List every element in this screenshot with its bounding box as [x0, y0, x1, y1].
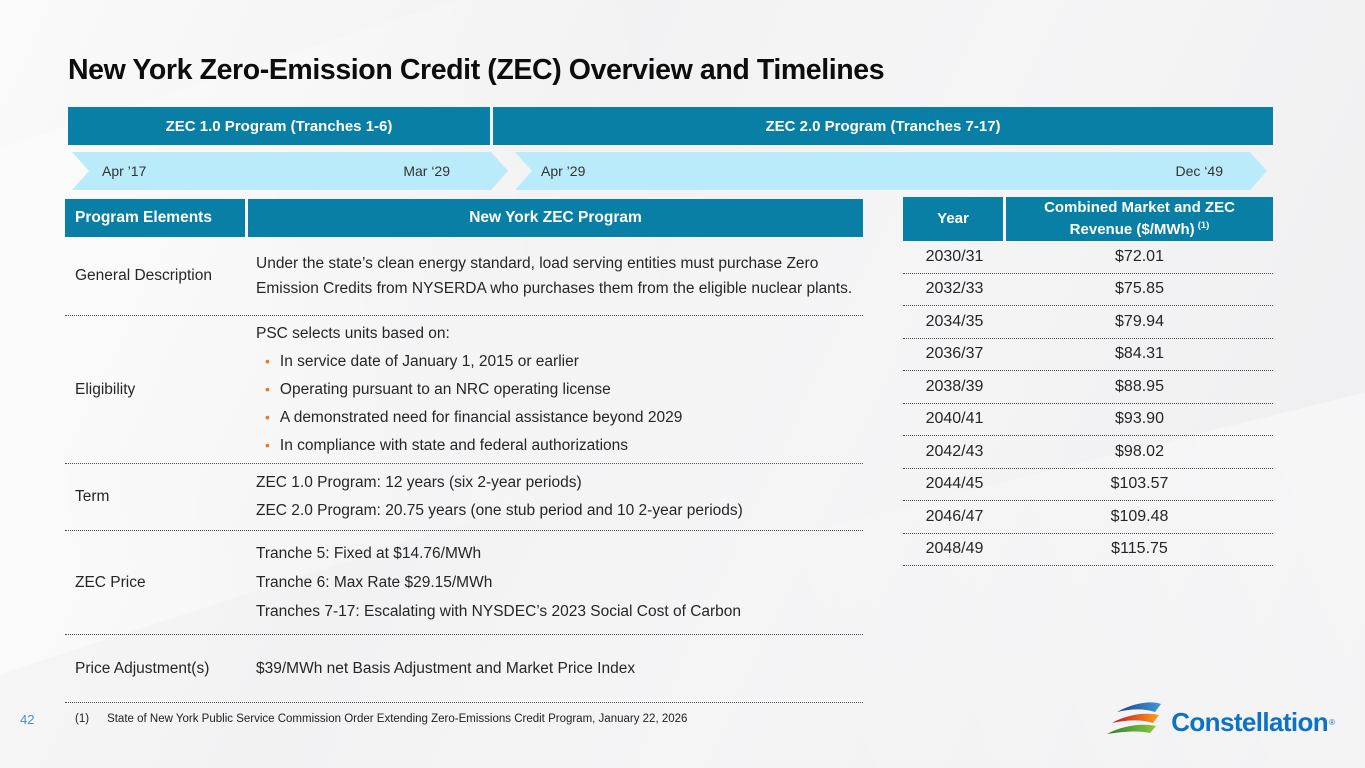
table-row-general-description: General Description Under the state’s cl…: [65, 237, 863, 316]
eligibility-intro: PSC selects units based on:: [256, 325, 450, 342]
timeline-band-zec2: Apr ’29 Dec ‘49: [515, 152, 1267, 190]
table-row-eligibility: Eligibility PSC selects units based on: …: [65, 316, 863, 464]
year-cell: 2032/33: [925, 280, 984, 298]
bullet-text: Operating pursuant to an NRC operating l…: [279, 381, 611, 398]
year-cell: 2034/35: [925, 312, 984, 330]
row-text: Under the state’s clean energy standard,…: [256, 255, 853, 297]
table-row: 2046/47 $109.48: [903, 501, 1273, 534]
list-item: • A demonstrated need for financial assi…: [256, 405, 855, 430]
value-cell: $103.57: [1110, 475, 1169, 493]
row-text-line: ZEC 2.0 Program: 20.75 years (one stub p…: [256, 502, 743, 519]
value-cell: $72.01: [1115, 247, 1164, 265]
bullet-icon: •: [265, 353, 270, 369]
bullet-icon: •: [265, 437, 270, 453]
timeline-band-zec1: Apr ’17 Mar ‘29: [72, 152, 508, 190]
timeline-start-date: Apr ’29: [541, 163, 586, 179]
year-cell: 2038/39: [925, 377, 984, 395]
constellation-logo: Constellation ®: [1105, 699, 1335, 745]
table-row: 2036/37 $84.31: [903, 339, 1273, 371]
year-cell: 2036/37: [925, 345, 984, 363]
table-row-price-adjustment: Price Adjustment(s) $39/MWh net Basis Ad…: [65, 635, 863, 703]
header-program-elements: Program Elements: [65, 199, 245, 237]
value-cell: $84.31: [1115, 345, 1164, 363]
list-item: • In service date of January 1, 2015 or …: [256, 349, 855, 374]
year-cell: 2040/41: [925, 410, 984, 428]
year-cell: 2042/43: [925, 442, 984, 460]
bullet-text: A demonstrated need for financial assist…: [279, 409, 683, 426]
footnote: (1) State of New York Public Service Com…: [75, 713, 687, 725]
program-header-bars: ZEC 1.0 Program (Tranches 1-6) ZEC 2.0 P…: [68, 107, 1273, 145]
row-label: Price Adjustment(s): [75, 659, 210, 677]
row-label: Term: [75, 488, 110, 505]
page-number: 42: [20, 712, 35, 727]
header-combined-revenue: Combined Market and ZEC Revenue ($/MWh)(…: [1006, 197, 1273, 241]
footnote-text: State of New York Public Service Commiss…: [107, 713, 688, 725]
row-label: General Description: [75, 267, 212, 284]
bullet-text: In compliance with state and federal aut…: [279, 437, 628, 454]
bullet-icon: •: [265, 409, 270, 425]
row-text-line: $39/MWh net Basis Adjustment and Market …: [256, 660, 636, 677]
list-item: • Operating pursuant to an NRC operating…: [256, 377, 855, 402]
revenue-table: Year Combined Market and ZEC Revenue ($/…: [903, 197, 1273, 566]
header-ny-zec-program: New York ZEC Program: [248, 199, 863, 237]
table-row: 2040/41 $93.90: [903, 404, 1273, 436]
table-row: 2032/33 $75.85: [903, 274, 1273, 306]
year-cell: 2048/49: [925, 540, 984, 558]
table-row: 2030/31 $72.01: [903, 241, 1273, 274]
row-text-line: Tranches 7-17: Escalating with NYSDEC’s …: [256, 603, 742, 620]
table-row-term: Term ZEC 1.0 Program: 12 years (six 2-ye…: [65, 464, 863, 531]
value-cell: $75.85: [1115, 280, 1164, 298]
row-text-line: Tranche 6: Max Rate $29.15/MWh: [256, 574, 493, 591]
timeline: Apr ’17 Mar ‘29 Apr ’29 Dec ‘49: [68, 152, 1273, 190]
table-row: 2038/39 $88.95: [903, 371, 1273, 404]
constellation-swoosh-icon: [1107, 702, 1162, 734]
row-label: Eligibility: [75, 380, 136, 398]
row-text-line: Tranche 5: Fixed at $14.76/MWh: [256, 545, 482, 562]
value-cell: $109.48: [1110, 507, 1169, 525]
footnote-marker: (1): [75, 713, 90, 725]
constellation-wordmark: Constellation: [1171, 706, 1329, 737]
revenue-table-header: Year Combined Market and ZEC Revenue ($/…: [903, 197, 1273, 241]
zec1-program-bar: ZEC 1.0 Program (Tranches 1-6): [68, 107, 490, 145]
header-year: Year: [903, 197, 1003, 241]
table-row: 2034/35 $79.94: [903, 306, 1273, 339]
value-cell: $79.94: [1115, 312, 1164, 330]
list-item: • In compliance with state and federal a…: [256, 433, 855, 458]
value-cell: $115.75: [1111, 540, 1168, 558]
table-row: 2044/45 $103.57: [903, 469, 1273, 501]
footnote-ref: (1): [1197, 220, 1210, 231]
program-elements-table: Program Elements New York ZEC Program Ge…: [65, 199, 863, 703]
bullet-text: In service date of January 1, 2015 or ea…: [279, 353, 579, 370]
registered-trademark-icon: ®: [1329, 717, 1335, 727]
table-row: 2048/49 $115.75: [903, 534, 1273, 566]
value-cell: $88.95: [1115, 377, 1164, 395]
timeline-start-date: Apr ’17: [102, 163, 147, 179]
row-label: ZEC Price: [75, 573, 146, 591]
page-title: New York Zero-Emission Credit (ZEC) Over…: [68, 54, 885, 86]
year-cell: 2046/47: [925, 507, 984, 525]
year-cell: 2030/31: [925, 247, 984, 265]
timeline-end-date: Mar ‘29: [403, 163, 450, 179]
row-text-line: ZEC 1.0 Program: 12 years (six 2-year pe…: [256, 474, 582, 491]
zec2-program-bar: ZEC 2.0 Program (Tranches 7-17): [493, 107, 1273, 145]
value-cell: $98.02: [1115, 442, 1164, 460]
table-row-zec-price: ZEC Price Tranche 5: Fixed at $14.76/MWh…: [65, 531, 863, 635]
year-cell: 2044/45: [925, 475, 984, 493]
table-row: 2042/43 $98.02: [903, 436, 1273, 469]
bullet-icon: •: [265, 381, 270, 397]
value-cell: $93.90: [1115, 410, 1164, 428]
timeline-end-date: Dec ‘49: [1175, 163, 1223, 179]
program-table-header: Program Elements New York ZEC Program: [65, 199, 863, 237]
